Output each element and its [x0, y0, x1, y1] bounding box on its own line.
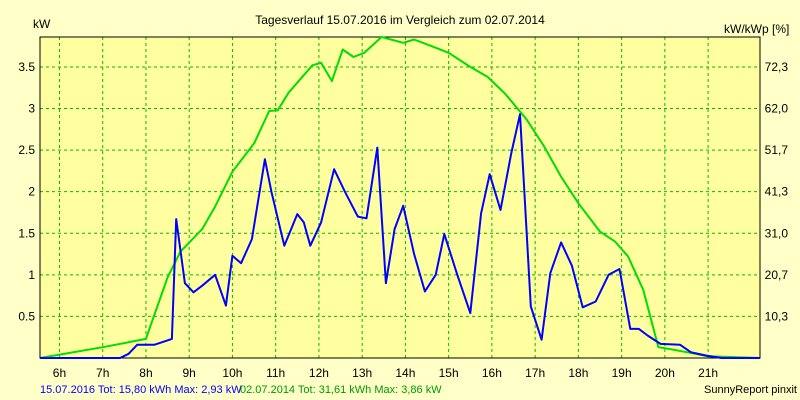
y-right-tick-label-6: 72,3	[765, 60, 789, 74]
x-tick-label-15: 21h	[698, 366, 718, 380]
y-right-tick-labels: 10,3 20,7 31,0 41,3 51,7 62,0 72,3	[765, 60, 789, 323]
y-left-tick-label-3: 2	[28, 185, 35, 199]
x-tick-label-1: 7h	[96, 366, 109, 380]
x-tick-label-6: 12h	[309, 366, 329, 380]
series-line-1	[40, 113, 760, 359]
footer-series-1-summary: 15.07.2016 Tot: 15,80 kWh Max: 2,93 kW	[40, 384, 242, 396]
y-left-tick-label-4: 2.5	[18, 143, 35, 157]
x-tick-label-13: 19h	[612, 366, 632, 380]
x-tick-label-5: 11h	[266, 366, 285, 380]
y-left-tick-label-5: 3	[28, 102, 35, 116]
footer-series-2-summary: 02.07.2014 Tot: 31,61 kWh Max: 3,86 kW	[240, 384, 442, 396]
grid	[40, 37, 760, 358]
y-left-tick-label-0: 0.5	[18, 309, 35, 323]
x-tick-label-9: 15h	[439, 366, 459, 380]
chart-title: Tagesverlauf 15.07.2016 im Vergleich zum…	[255, 13, 545, 27]
y-left-axis-label: kW	[33, 17, 51, 31]
series-lines	[39, 36, 761, 359]
x-tick-label-14: 20h	[655, 366, 675, 380]
y-right-tick-label-4: 51,7	[765, 143, 789, 157]
x-tick-label-10: 16h	[482, 366, 502, 380]
plot-area	[40, 37, 760, 358]
x-tick-label-12: 18h	[568, 366, 588, 380]
plot-frame	[39, 36, 761, 359]
y-right-tick-label-0: 10,3	[765, 309, 789, 323]
x-tick-label-7: 13h	[352, 366, 372, 380]
y-left-tick-label-6: 3.5	[18, 60, 35, 74]
x-tick-label-0: 6h	[53, 366, 66, 380]
y-left-tick-label-1: 1	[28, 268, 35, 282]
x-tick-label-3: 9h	[183, 366, 196, 380]
y-left-tick-labels: 0.5 1 1.5 2 2.5 3 3.5	[18, 60, 35, 323]
x-tick-label-2: 8h	[139, 366, 152, 380]
x-tick-label-8: 14h	[395, 366, 415, 380]
footer-credit: SunnyReport pinxit	[704, 384, 797, 396]
series-line-2	[39, 36, 761, 359]
y-right-tick-label-2: 31,0	[765, 226, 789, 240]
y-left-tick-label-2: 1.5	[18, 226, 35, 240]
y-right-axis-label: kW/kWp [%]	[724, 22, 789, 36]
x-tick-label-4: 10h	[222, 366, 242, 380]
y-right-tick-label-1: 20,7	[765, 268, 789, 282]
x-tick-labels: 6h 7h 8h 9h 10h 11h 12h 13h 14h 15h 16h 17h 18h 19h 20…	[53, 366, 718, 380]
y-right-tick-label-5: 62,0	[765, 102, 789, 116]
y-right-tick-label-3: 41,3	[765, 185, 789, 199]
x-tick-label-11: 17h	[525, 366, 545, 380]
